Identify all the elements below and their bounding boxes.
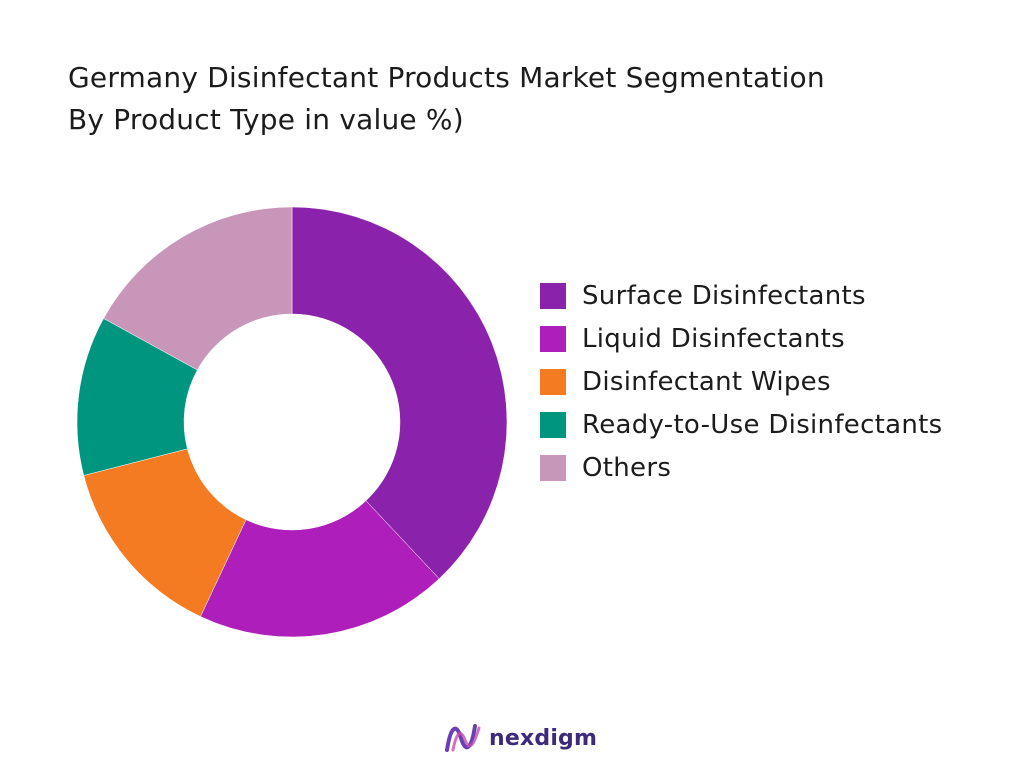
legend-label: Liquid Disinfectants — [582, 323, 845, 354]
legend-item-liquid-disinfectants: Liquid Disinfectants — [540, 317, 943, 360]
logo-text: nexdigm — [489, 725, 598, 751]
chart-title: Germany Disinfectant Products Market Seg… — [68, 57, 968, 141]
donut-slice-others — [103, 206, 293, 371]
legend-item-others: Others — [540, 446, 943, 489]
legend-item-ready-to-use-disinfectants: Ready-to-Use Disinfectants — [540, 403, 943, 446]
legend-swatch — [540, 454, 566, 481]
legend-label: Others — [582, 452, 672, 483]
chart-legend: Surface Disinfectants Liquid Disinfectan… — [540, 274, 943, 489]
chart-title-line-2: By Product Type in value %) — [68, 103, 464, 136]
nexdigm-logo-icon — [445, 724, 481, 752]
legend-swatch — [540, 325, 566, 352]
legend-item-disinfectant-wipes: Disinfectant Wipes — [540, 360, 943, 403]
chart-title-line-1: Germany Disinfectant Products Market Seg… — [68, 61, 825, 94]
legend-label: Disinfectant Wipes — [582, 366, 831, 397]
donut-slice-disinfectant-wipes — [83, 448, 247, 617]
legend-label: Surface Disinfectants — [582, 280, 866, 311]
brand-logo: nexdigm — [443, 720, 597, 756]
donut-slice-liquid-disinfectants — [200, 500, 440, 638]
legend-label: Ready-to-Use Disinfectants — [582, 409, 943, 440]
donut-chart — [76, 206, 508, 638]
legend-swatch — [540, 282, 566, 309]
legend-swatch — [540, 411, 566, 438]
donut-slice-surface-disinfectants — [291, 206, 508, 580]
legend-swatch — [540, 368, 566, 395]
legend-item-surface-disinfectants: Surface Disinfectants — [540, 274, 943, 317]
